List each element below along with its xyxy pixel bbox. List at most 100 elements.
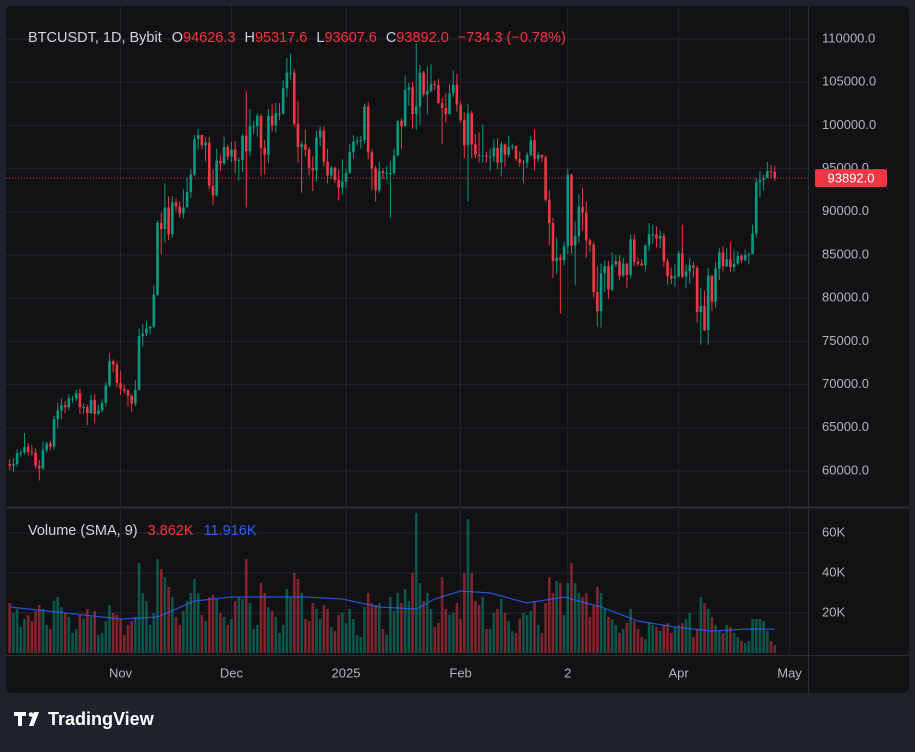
volume-bar (252, 629, 255, 653)
volume-bar (655, 627, 658, 653)
volume-bar (222, 617, 226, 653)
candle-body (499, 144, 503, 163)
volume-bar (488, 629, 492, 653)
candle-body (252, 126, 255, 128)
candle-body (492, 147, 496, 157)
volume-bar (666, 623, 669, 653)
volume-bar (429, 609, 433, 653)
candle-body (426, 90, 429, 95)
volume-bar (211, 595, 215, 653)
volume-bar (226, 625, 230, 653)
volume-bar (714, 625, 717, 653)
volume-bar (658, 631, 662, 653)
candle-body (30, 451, 34, 453)
volume-bar (71, 633, 74, 653)
candle-body (488, 156, 492, 158)
volume-bar (389, 597, 392, 653)
candle-body (185, 191, 189, 208)
candle-body (474, 144, 477, 155)
volume-bar (577, 593, 581, 653)
candle-body (159, 223, 163, 230)
volume-bar (481, 597, 485, 653)
volume-bar (725, 625, 728, 653)
volume-bar (570, 563, 573, 653)
volume-bar (366, 593, 370, 653)
volume-bar (207, 597, 211, 653)
candle-body (684, 271, 688, 277)
volume-bar (130, 621, 133, 653)
candle-body (666, 261, 669, 276)
volume-bar (684, 619, 688, 653)
volume-bar (551, 593, 555, 653)
grid (6, 6, 808, 653)
candle-body (178, 206, 182, 214)
candle-body (137, 336, 141, 390)
candle-body (278, 113, 281, 115)
volume-bar (400, 603, 403, 653)
candle-body (174, 202, 178, 207)
candle-body (377, 171, 381, 191)
volume-bar (355, 635, 359, 653)
volume-bar (411, 573, 414, 653)
candle-body (292, 72, 296, 124)
candle-body (607, 266, 610, 290)
volume-bar (12, 613, 15, 653)
volume-bar (233, 601, 237, 653)
volume-tick-label: 40K (822, 564, 845, 579)
volume-bar (762, 621, 765, 653)
candle-body (732, 263, 736, 268)
candle-body (259, 115, 263, 148)
candle-body (692, 265, 695, 268)
volume-bar (333, 631, 337, 653)
candle-body (644, 245, 647, 266)
volume-bar (566, 583, 570, 653)
volume-bar (636, 629, 640, 653)
candle-body (45, 443, 48, 451)
volume-bar (518, 619, 522, 653)
volume-bar (455, 603, 459, 653)
volume-bar (267, 607, 270, 653)
candle-body (396, 121, 400, 156)
volume-bar (503, 613, 507, 653)
candle-body (699, 305, 703, 313)
volume-bar (363, 607, 366, 653)
candle-body (52, 419, 56, 447)
volume-bar (462, 573, 466, 653)
volume-sma-line (9, 590, 775, 632)
labels: 60000.0 65000.0 70000.0 75000.0 80000.0 85000… (109, 30, 887, 680)
volume-bar (562, 615, 566, 653)
volume-bar (145, 601, 148, 653)
volume-bar (82, 619, 85, 653)
candle-body (322, 130, 326, 162)
candle-body (599, 273, 603, 312)
volume-bar (167, 587, 170, 653)
volume-bar (285, 589, 289, 653)
candle-body (618, 261, 621, 276)
volume-bar (244, 559, 248, 653)
candle-body (26, 446, 30, 452)
candle-body (248, 126, 252, 152)
ohlc-value: 93892.0 (396, 30, 448, 46)
candle-body (514, 146, 518, 160)
candle-body (762, 178, 765, 180)
ohlc-key: O (172, 30, 183, 46)
volume-bar (407, 601, 411, 653)
candle-body (462, 120, 466, 146)
candle-body (555, 257, 558, 262)
volume-bar (300, 593, 303, 653)
candle-body (326, 161, 329, 176)
volume-bar (529, 611, 533, 653)
volume-bar (278, 633, 281, 653)
candle-body (754, 182, 758, 234)
candle-body (632, 239, 636, 262)
volume-bar (740, 641, 743, 653)
volume-bar (607, 617, 610, 653)
volume-bar (248, 603, 252, 653)
candle-body (207, 142, 211, 186)
candle-body (86, 407, 89, 414)
candle-body (359, 140, 363, 142)
candle-body (141, 333, 145, 337)
volume-bar (596, 587, 599, 653)
candle-body (389, 172, 392, 174)
volume-bar (621, 629, 625, 653)
